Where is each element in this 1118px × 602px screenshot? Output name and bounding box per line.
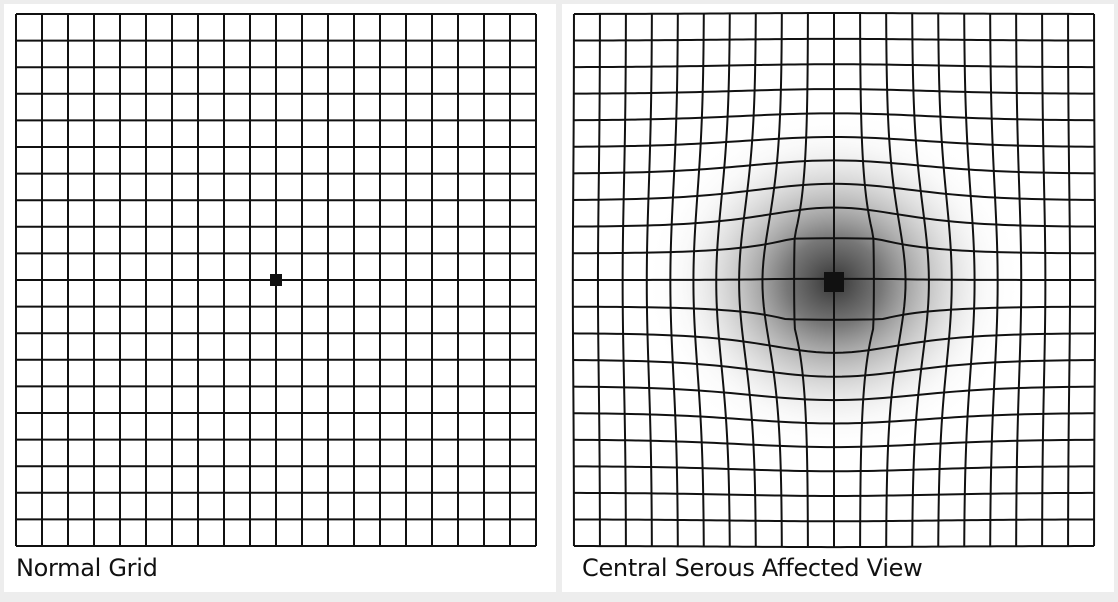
central-serous-amsler-grid: [571, 12, 1097, 549]
grid-border-line: [573, 545, 1095, 549]
grid-horizontal-line: [573, 37, 1095, 42]
normal-amsler-grid: [15, 13, 537, 547]
grid-horizontal-line: [572, 332, 1096, 354]
grid-horizontal-line: [572, 237, 1096, 255]
grid-horizontal-line: [573, 136, 1095, 148]
normal-grid-panel: Normal Grid: [4, 4, 556, 592]
grid-horizontal-line: [573, 88, 1095, 95]
grid-border-line: [1093, 13, 1097, 547]
grid-horizontal-line: [573, 412, 1095, 425]
fixation-dot: [824, 272, 844, 292]
grid-horizontal-line: [573, 112, 1095, 122]
affected-grid-caption: Central Serous Affected View: [582, 554, 923, 582]
grid-border-line: [573, 12, 1095, 15]
fixation-dot: [270, 274, 282, 286]
grid-horizontal-line: [573, 63, 1095, 69]
grid-horizontal-line: [573, 385, 1095, 402]
affected-grid-panel: Central Serous Affected View: [562, 4, 1114, 592]
grid-horizontal-line: [573, 518, 1095, 523]
grid-horizontal-line: [572, 305, 1096, 321]
grid-horizontal-line: [573, 438, 1095, 449]
grid-horizontal-line: [572, 206, 1096, 228]
grid-lines: [15, 13, 537, 547]
grid-horizontal-line: [573, 159, 1095, 175]
normal-grid-caption: Normal Grid: [16, 554, 158, 582]
grid-lines: [571, 12, 1097, 549]
grid-horizontal-line: [573, 182, 1095, 201]
grid-horizontal-line: [573, 465, 1095, 473]
grid-horizontal-line: [573, 491, 1095, 498]
grid-horizontal-line: [573, 359, 1095, 378]
